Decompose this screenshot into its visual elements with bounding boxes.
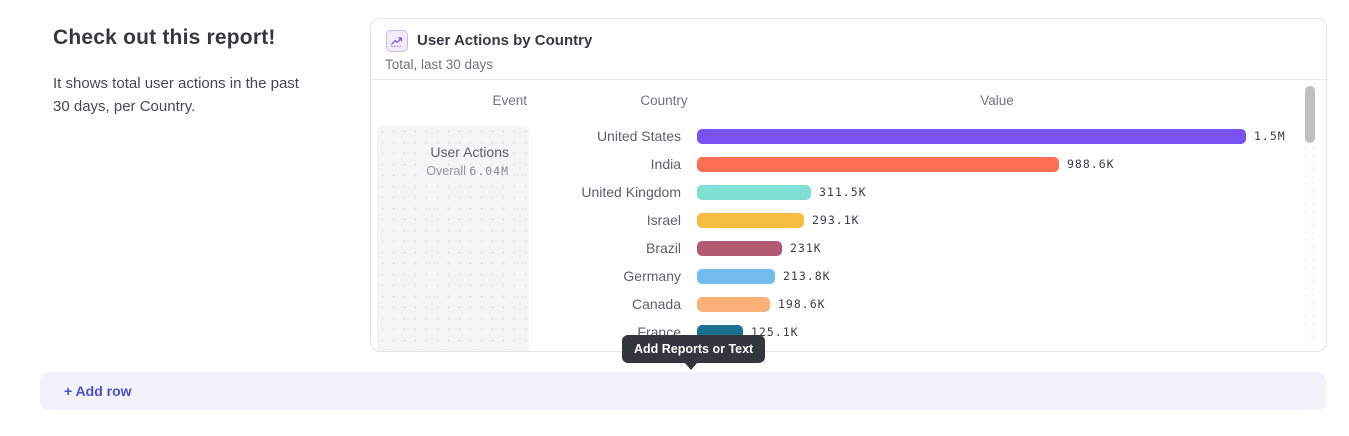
column-header-event: Event: [492, 93, 527, 108]
value-label: 1.5M: [1254, 129, 1286, 143]
page-title: Check out this report!: [53, 26, 276, 49]
line-chart-icon: [386, 30, 408, 52]
value-bar[interactable]: [697, 240, 782, 256]
bar-row: India 988.6K: [371, 150, 1326, 178]
header-divider: [371, 79, 1326, 80]
report-title: User Actions by Country: [417, 32, 593, 49]
overall-value: 6.04M: [469, 164, 509, 178]
column-header-country: Country: [640, 93, 688, 108]
country-label: Germany: [623, 268, 681, 284]
value-bar[interactable]: [697, 128, 1246, 144]
value-label: 213.8K: [783, 269, 831, 283]
country-label: United States: [596, 128, 681, 144]
country-label: United Kingdom: [581, 184, 681, 200]
scrollbar-track[interactable]: [1303, 82, 1317, 349]
value-label: 988.6K: [1067, 157, 1115, 171]
add-row-label: + Add row: [64, 383, 132, 399]
country-label: Israel: [646, 212, 681, 228]
intro-block: Check out this report! It shows total us…: [53, 26, 303, 118]
bar-row: Israel 293.1K: [371, 206, 1326, 234]
bar-rows: United States 1.5M India 988.6K United K…: [371, 122, 1326, 346]
bar-row: United States 1.5M: [371, 122, 1326, 150]
report-subtitle: Total, last 30 days: [385, 57, 494, 72]
event-cell[interactable]: User Actions Overall 6.04M: [377, 126, 529, 351]
bar-row: United Kingdom 311.5K: [371, 178, 1326, 206]
bar-row: France 125.1K: [371, 318, 1326, 346]
report-card[interactable]: User Actions by Country Total, last 30 d…: [370, 18, 1327, 352]
country-label: Canada: [631, 296, 681, 312]
report-table: Event Country Value User Actions Overall…: [371, 80, 1326, 351]
event-overall: Overall 6.04M: [377, 164, 509, 178]
country-label: Brazil: [645, 240, 681, 256]
column-header-value: Value: [980, 93, 1014, 108]
bar-row: Canada 198.6K: [371, 290, 1326, 318]
value-label: 311.5K: [819, 185, 867, 199]
bar-row: Brazil 231K: [371, 234, 1326, 262]
tooltip-caret-icon: [684, 362, 698, 370]
value-bar[interactable]: [697, 268, 775, 284]
add-row-button[interactable]: + Add row: [40, 372, 1326, 410]
value-bar[interactable]: [697, 156, 1059, 172]
page-description: It shows total user actions in the past …: [53, 75, 299, 115]
value-label: 293.1K: [812, 213, 860, 227]
value-bar[interactable]: [697, 184, 811, 200]
overall-label: Overall: [426, 164, 466, 178]
bar-row: Germany 213.8K: [371, 262, 1326, 290]
value-bar[interactable]: [697, 296, 770, 312]
report-card-header: User Actions by Country Total, last 30 d…: [371, 19, 1326, 79]
value-bar[interactable]: [697, 212, 804, 228]
event-name: User Actions: [430, 144, 509, 160]
value-label: 231K: [790, 241, 822, 255]
scrollbar-thumb[interactable]: [1305, 86, 1315, 143]
country-label: India: [650, 156, 681, 172]
value-label: 198.6K: [778, 297, 826, 311]
add-reports-tooltip: Add Reports or Text: [622, 335, 766, 363]
